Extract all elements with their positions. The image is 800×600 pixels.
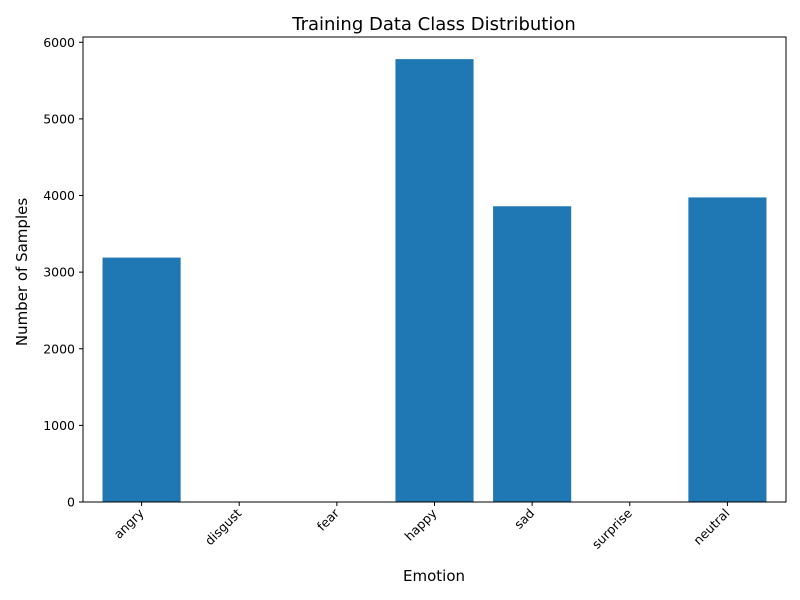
y-tick-label: 1000 [43, 418, 75, 433]
y-tick-label: 3000 [43, 265, 75, 280]
x-tick-label-neutral: neutral [690, 506, 732, 548]
bar-angry [102, 257, 181, 502]
y-axis-label: Number of Samples [13, 198, 31, 346]
bar-happy [395, 59, 474, 503]
y-tick-label: 4000 [43, 188, 75, 203]
x-tick-label-disgust: disgust [202, 505, 245, 548]
x-tick-label-surprise: surprise [589, 505, 635, 551]
x-tick-label-sad: sad [511, 506, 537, 532]
plot-frame [82, 36, 787, 503]
bar-sad [493, 206, 572, 503]
x-tick-label-angry: angry [111, 505, 148, 542]
chart-title: Training Data Class Distribution [291, 14, 576, 35]
x-axis-label: Emotion [403, 567, 465, 585]
y-tick-label: 2000 [43, 341, 75, 356]
x-axis-ticks: angry disgust fear happy sad surprise neutral [111, 502, 733, 552]
y-tick-label: 5000 [43, 111, 75, 126]
y-axis-ticks: 0 1000 2000 3000 4000 5000 6000 [43, 35, 83, 510]
x-tick-label-fear: fear [314, 505, 343, 534]
bars-group [102, 59, 767, 503]
y-tick-label: 0 [67, 495, 75, 510]
x-tick-label-happy: happy [402, 505, 441, 544]
y-tick-label: 6000 [43, 35, 75, 50]
bar-neutral [688, 197, 767, 502]
